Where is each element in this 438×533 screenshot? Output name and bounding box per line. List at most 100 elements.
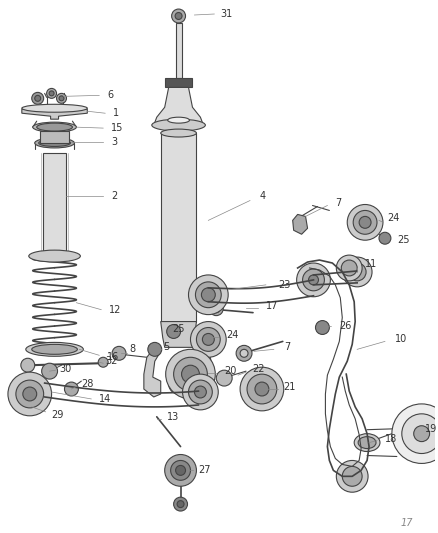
Circle shape	[23, 387, 37, 401]
Text: 16: 16	[107, 352, 120, 362]
Circle shape	[173, 378, 184, 390]
Text: 7: 7	[336, 198, 342, 207]
Circle shape	[167, 325, 180, 338]
Ellipse shape	[22, 104, 87, 112]
Circle shape	[414, 426, 430, 442]
Text: 26: 26	[339, 320, 352, 330]
Ellipse shape	[35, 138, 74, 148]
Text: 28: 28	[81, 379, 94, 389]
Circle shape	[216, 370, 232, 386]
Circle shape	[247, 374, 277, 404]
Circle shape	[348, 263, 366, 281]
Text: 18: 18	[385, 434, 397, 443]
Circle shape	[353, 211, 377, 235]
Ellipse shape	[354, 434, 380, 451]
Polygon shape	[22, 107, 87, 119]
Text: 31: 31	[220, 9, 233, 19]
Bar	[40, 131, 70, 143]
Circle shape	[8, 372, 52, 416]
Circle shape	[173, 497, 187, 511]
Circle shape	[165, 455, 196, 486]
Text: 17: 17	[400, 518, 413, 528]
Text: 15: 15	[111, 123, 124, 133]
Circle shape	[182, 365, 199, 383]
Circle shape	[57, 93, 67, 103]
Circle shape	[196, 327, 220, 351]
Text: 24: 24	[387, 213, 399, 223]
Circle shape	[21, 358, 35, 372]
Bar	[161, 133, 196, 321]
Circle shape	[201, 288, 215, 302]
Text: 12: 12	[109, 305, 121, 314]
Polygon shape	[196, 348, 213, 397]
Text: 14: 14	[99, 394, 111, 404]
Circle shape	[236, 345, 252, 361]
Circle shape	[64, 382, 78, 396]
Text: 19: 19	[424, 424, 437, 434]
Text: 25: 25	[173, 325, 185, 335]
Circle shape	[16, 380, 44, 408]
Circle shape	[342, 257, 372, 287]
Circle shape	[171, 461, 191, 480]
Circle shape	[188, 380, 212, 404]
Text: 3: 3	[111, 137, 117, 147]
Text: 22: 22	[252, 364, 265, 374]
Ellipse shape	[152, 119, 205, 131]
Text: 11: 11	[365, 259, 378, 269]
Text: 8: 8	[129, 344, 135, 354]
Text: 20: 20	[224, 366, 237, 376]
Text: 29: 29	[52, 410, 64, 420]
Text: 25: 25	[397, 235, 410, 245]
Circle shape	[303, 269, 325, 291]
Bar	[165, 77, 192, 87]
Circle shape	[183, 374, 218, 410]
Circle shape	[209, 302, 223, 316]
Text: 30: 30	[60, 364, 72, 374]
Circle shape	[240, 367, 284, 411]
Circle shape	[169, 374, 188, 394]
Text: 17: 17	[266, 301, 278, 311]
Text: 5: 5	[162, 342, 169, 352]
Circle shape	[341, 260, 357, 276]
Circle shape	[194, 386, 206, 398]
Circle shape	[191, 321, 226, 357]
Text: 6: 6	[107, 91, 113, 100]
Circle shape	[359, 216, 371, 228]
Ellipse shape	[161, 129, 196, 137]
Text: 32: 32	[105, 356, 117, 366]
Circle shape	[202, 334, 214, 345]
Polygon shape	[293, 214, 307, 235]
Circle shape	[173, 357, 207, 391]
Circle shape	[255, 382, 269, 396]
Text: 13: 13	[167, 412, 179, 422]
Circle shape	[308, 275, 318, 285]
Circle shape	[175, 12, 182, 20]
Text: 23: 23	[278, 280, 290, 290]
Circle shape	[176, 465, 186, 475]
Ellipse shape	[168, 117, 190, 123]
Circle shape	[49, 91, 54, 96]
Polygon shape	[144, 348, 161, 397]
Circle shape	[98, 357, 108, 367]
Circle shape	[240, 349, 248, 357]
Circle shape	[188, 275, 228, 314]
Circle shape	[392, 404, 438, 463]
Circle shape	[46, 88, 57, 98]
Circle shape	[35, 95, 41, 101]
Circle shape	[315, 320, 329, 335]
Circle shape	[166, 349, 215, 399]
Text: 10: 10	[395, 334, 407, 344]
Text: 24: 24	[226, 330, 239, 341]
Circle shape	[42, 363, 57, 379]
Ellipse shape	[33, 122, 76, 132]
Circle shape	[402, 414, 438, 454]
Circle shape	[112, 346, 126, 360]
Circle shape	[212, 305, 220, 313]
Text: 4: 4	[260, 191, 266, 200]
Circle shape	[32, 92, 44, 104]
Polygon shape	[161, 321, 196, 348]
Text: 27: 27	[198, 465, 211, 475]
Circle shape	[195, 282, 221, 308]
Ellipse shape	[32, 344, 78, 354]
Bar	[42, 153, 67, 252]
